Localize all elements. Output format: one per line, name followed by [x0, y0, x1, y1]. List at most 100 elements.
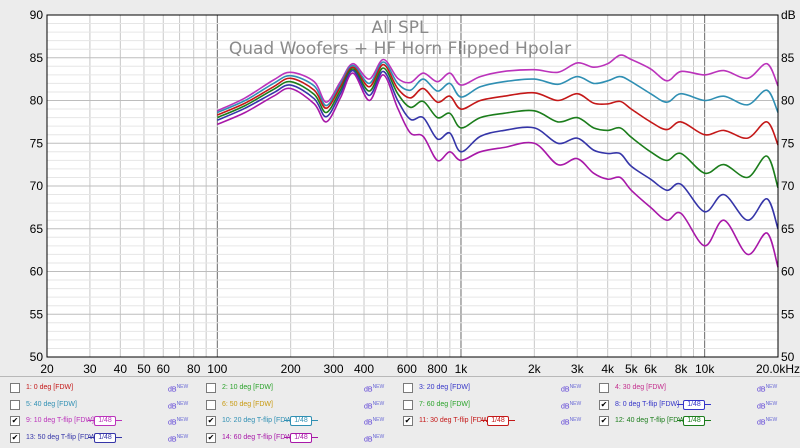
chart-subtitle: Quad Woofers + HF Horn Flipped Hpolar — [229, 39, 571, 59]
legend-label: 5: 40 deg [FDW] — [26, 400, 77, 408]
legend-checkbox[interactable] — [403, 399, 413, 410]
legend-item: 1: 0 deg [FDW] dBNEW — [10, 379, 200, 396]
y-tick-label: 90 — [30, 8, 44, 22]
x-tick-label: 80 — [187, 362, 201, 376]
legend-checkbox[interactable] — [403, 383, 413, 393]
x-tick-label: 100 — [207, 362, 227, 376]
legend-row: 5: 40 deg [FDW] dBNEW 6: 50 deg [FDW] dBNEW… — [0, 396, 800, 413]
x-axis-ticks: 20 30 40 50 60 80 100 200 300 400 600 800 1k 2k 3k 4k 5k… — [40, 362, 800, 376]
legend-label: 9: 10 deg T-flip [FDW] — [26, 417, 94, 424]
y-tick-label: 60 — [30, 265, 44, 279]
legend-item: ✔ 13: 50 deg T-flip [FDW] 1/48 dBNEW — [10, 429, 200, 446]
legend-item: ✔ 9: 10 deg T-flip [FDW] 1/48 dBNEW — [10, 412, 200, 429]
legend-unit: dBNEW — [168, 433, 189, 443]
smoothing-badge[interactable]: 1/48 — [677, 416, 711, 426]
x-tick-label: 400 — [354, 362, 374, 376]
legend-checkbox[interactable] — [206, 399, 216, 410]
y-tick-label-right: 70 — [781, 179, 795, 193]
legend-item: ✔ 10: 20 deg T-flip [FDW] 1/48 dBNEW — [206, 412, 396, 429]
legend-unit: dBNEW — [364, 400, 385, 410]
legend-unit: dBNEW — [561, 417, 582, 427]
series-line-2 — [216, 61, 779, 114]
legend-label: 12: 40 deg T-flip [FDW] — [615, 417, 687, 424]
x-tick-label: 10k — [695, 362, 715, 376]
y-tick-label: 50 — [30, 350, 44, 364]
series-line-1 — [216, 54, 779, 112]
y-tick-label-right: 65 — [781, 222, 795, 236]
legend-row: ✔ 9: 10 deg T-flip [FDW] 1/48 dBNEW ✔ 10: 20 … — [0, 412, 800, 429]
legend-checkbox[interactable]: ✔ — [599, 399, 609, 410]
legend-item: 4: 30 deg [FDW] dBNEW — [599, 379, 789, 396]
legend-label: 6: 50 deg [FDW] — [222, 400, 273, 408]
legend-unit: dBNEW — [757, 384, 778, 394]
y-tick-label-right: 80 — [781, 94, 795, 108]
x-tick-label: 1k — [455, 362, 469, 376]
x-tick-label: 20.0kHz — [756, 362, 800, 376]
series-group — [216, 54, 779, 268]
y-tick-label: 70 — [30, 179, 44, 193]
legend-label: 13: 50 deg T-flip [FDW] — [26, 433, 98, 441]
smoothing-badge[interactable]: 1/48 — [88, 432, 122, 443]
legend-unit: dBNEW — [168, 400, 189, 410]
legend: 1: 0 deg [FDW] dBNEW 2: 10 deg [FDW] dBNEW 3… — [0, 376, 800, 445]
x-tick-label: 6k — [644, 362, 658, 376]
legend-checkbox[interactable]: ✔ — [599, 416, 609, 426]
legend-item: 3: 20 deg [FDW] dBNEW — [403, 379, 593, 396]
legend-row: ✔ 13: 50 deg T-flip [FDW] 1/48 dBNEW ✔ 14: 60… — [0, 429, 800, 446]
legend-checkbox[interactable]: ✔ — [10, 432, 20, 443]
legend-unit: dBNEW — [561, 384, 582, 394]
y-tick-label-right: 60 — [781, 265, 795, 279]
x-tick-label: 5k — [625, 362, 639, 376]
smoothing-badge[interactable]: 1/48 — [284, 432, 318, 443]
y-tick-label-right: 75 — [781, 136, 795, 150]
legend-label: 14: 60 deg T-flip [FDW] — [222, 433, 294, 441]
legend-unit: dBNEW — [364, 433, 385, 443]
y-tick-label: 85 — [30, 51, 44, 65]
x-tick-label: 60 — [157, 362, 171, 376]
chart-title: All SPL — [372, 18, 430, 38]
legend-label: 3: 20 deg [FDW] — [419, 384, 470, 391]
legend-unit: dBNEW — [757, 400, 778, 410]
x-tick-label: 600 — [397, 362, 417, 376]
series-line-4 — [216, 67, 779, 188]
legend-item: ✔ 8: 0 deg T-flip [FDW] 1/48 dBNEW — [599, 396, 789, 413]
y-tick-label: 80 — [30, 94, 44, 108]
series-line-5 — [216, 69, 779, 230]
x-tick-label: 30 — [83, 362, 97, 376]
smoothing-badge[interactable]: 1/48 — [481, 416, 515, 426]
x-tick-label: 20 — [40, 362, 54, 376]
legend-checkbox[interactable] — [599, 383, 609, 393]
legend-unit: dBNEW — [757, 417, 778, 427]
legend-checkbox[interactable] — [10, 399, 20, 410]
x-tick-label: 40 — [114, 362, 128, 376]
y-tick-label-right: 50 — [781, 350, 795, 364]
legend-checkbox[interactable] — [10, 383, 20, 393]
legend-label: 1: 0 deg [FDW] — [26, 384, 74, 391]
legend-item: ✔ 12: 40 deg T-flip [FDW] 1/48 dBNEW — [599, 412, 789, 429]
legend-checkbox[interactable]: ✔ — [206, 416, 216, 426]
legend-item: ✔ 14: 60 deg T-flip [FDW] 1/48 dBNEW — [206, 429, 396, 446]
legend-item: 2: 10 deg [FDW] dBNEW — [206, 379, 396, 396]
legend-checkbox[interactable]: ✔ — [403, 416, 413, 426]
x-tick-label: 2k — [528, 362, 542, 376]
legend-item: 7: 60 deg [FDW] dBNEW — [403, 396, 593, 413]
x-tick-label: 3k — [571, 362, 585, 376]
legend-checkbox[interactable]: ✔ — [206, 432, 216, 443]
legend-checkbox[interactable] — [206, 383, 216, 393]
legend-unit: dBNEW — [364, 384, 385, 394]
legend-unit: dBNEW — [364, 417, 385, 427]
x-tick-label: 4k — [601, 362, 615, 376]
legend-unit: dBNEW — [561, 400, 582, 410]
legend-label: 7: 60 deg [FDW] — [419, 400, 470, 408]
series-line-3 — [216, 63, 779, 146]
smoothing-badge[interactable]: 1/48 — [88, 416, 122, 426]
plot-frame — [46, 14, 779, 358]
legend-checkbox[interactable]: ✔ — [10, 416, 20, 426]
smoothing-badge[interactable]: 1/48 — [284, 416, 318, 426]
x-tick-label: 8k — [675, 362, 689, 376]
legend-unit: dBNEW — [168, 384, 189, 394]
x-tick-label: 50 — [137, 362, 151, 376]
grid — [46, 14, 779, 358]
y-unit-label: dB — [781, 8, 796, 22]
smoothing-badge[interactable]: 1/48 — [677, 399, 711, 410]
